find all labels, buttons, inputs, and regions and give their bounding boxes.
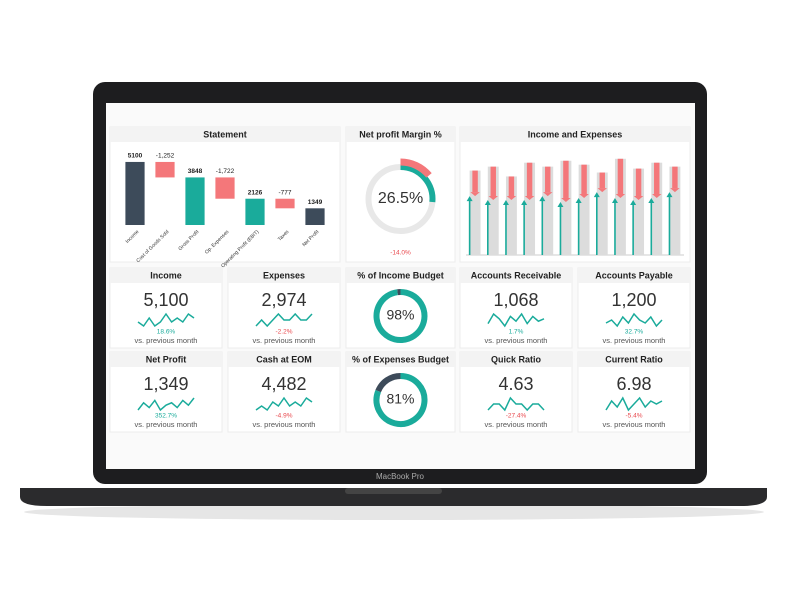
- panel-title: Current Ratio: [605, 354, 663, 364]
- waterfall-bar: [215, 177, 234, 198]
- kpi-change: 352.7%: [155, 413, 177, 420]
- expense-bar: [491, 167, 496, 196]
- margin-value: 26.5%: [378, 190, 423, 207]
- waterfall-bar: [305, 208, 324, 225]
- value-label: 1349: [308, 199, 323, 206]
- kpi-change: 32.7%: [625, 329, 644, 336]
- expense-bar: [527, 163, 532, 196]
- kpi-value: 1,068: [493, 290, 538, 310]
- value-label: 3848: [188, 168, 203, 175]
- waterfall-bar: [155, 162, 174, 177]
- kpi-change: -2.2%: [276, 329, 293, 336]
- notch: [345, 488, 442, 494]
- expense-bar: [581, 165, 586, 194]
- kpi-note: vs. previous month: [485, 420, 548, 429]
- waterfall-bar: [125, 162, 144, 225]
- waterfall-bar: [245, 199, 264, 225]
- kpi-change: -4.9%: [276, 413, 293, 420]
- panel-title: Income and Expenses: [528, 129, 623, 139]
- expense-bar: [509, 176, 514, 196]
- kpi-value: 1,200: [611, 290, 656, 310]
- panel-title: Quick Ratio: [491, 354, 542, 364]
- panel-title: % of Income Budget: [357, 270, 444, 280]
- panel-title: Statement: [203, 129, 247, 139]
- expense-bar: [472, 171, 477, 193]
- kpi-change: 18.6%: [157, 329, 176, 336]
- panel-title: Accounts Receivable: [471, 270, 562, 280]
- panel-title: Accounts Payable: [595, 270, 673, 280]
- kpi-note: vs. previous month: [485, 336, 548, 345]
- waterfall-bar: [185, 177, 204, 225]
- waterfall-bar: [275, 199, 294, 209]
- panel-title: Income: [150, 270, 182, 280]
- device-label: MacBook Pro: [376, 472, 425, 481]
- kpi-note: vs. previous month: [253, 336, 316, 345]
- margin-change: -14.0%: [390, 250, 411, 257]
- gauge-value: 81%: [386, 391, 414, 407]
- kpi-value: 4,482: [261, 374, 306, 394]
- kpi-note: vs. previous month: [135, 420, 198, 429]
- kpi-note: vs. previous month: [253, 420, 316, 429]
- value-label: 5100: [128, 153, 143, 160]
- panel-title: % of Expenses Budget: [352, 354, 449, 364]
- kpi-note: vs. previous month: [603, 336, 666, 345]
- expense-bar: [654, 163, 659, 194]
- value-label: 2126: [248, 189, 263, 196]
- value-label: -1,722: [216, 168, 235, 175]
- expense-bar: [672, 167, 677, 189]
- kpi-note: vs. previous month: [135, 336, 198, 345]
- expense-bar: [545, 167, 550, 192]
- kpi-change: 1.7%: [509, 329, 524, 336]
- panel-title: Net profit Margin %: [359, 129, 442, 139]
- kpi-value: 1,349: [143, 374, 188, 394]
- expense-bar: [600, 173, 605, 189]
- gauge-value: 98%: [386, 307, 414, 323]
- kpi-value: 6.98: [616, 374, 651, 394]
- expense-bar: [618, 159, 623, 194]
- panel-title: Net Profit: [146, 354, 187, 364]
- kpi-note: vs. previous month: [603, 420, 666, 429]
- kpi-value: 5,100: [143, 290, 188, 310]
- kpi-value: 2,974: [261, 290, 306, 310]
- kpi-change: -27.4%: [506, 413, 527, 420]
- panel-title: Expenses: [263, 270, 305, 280]
- value-label: -1,252: [156, 153, 175, 160]
- expense-bar: [563, 161, 568, 198]
- kpi-value: 4.63: [498, 374, 533, 394]
- value-label: -777: [278, 189, 291, 196]
- shadow: [24, 504, 764, 520]
- panel-title: Cash at EOM: [256, 354, 312, 364]
- expense-bar: [636, 169, 641, 196]
- kpi-change: -5.4%: [626, 413, 643, 420]
